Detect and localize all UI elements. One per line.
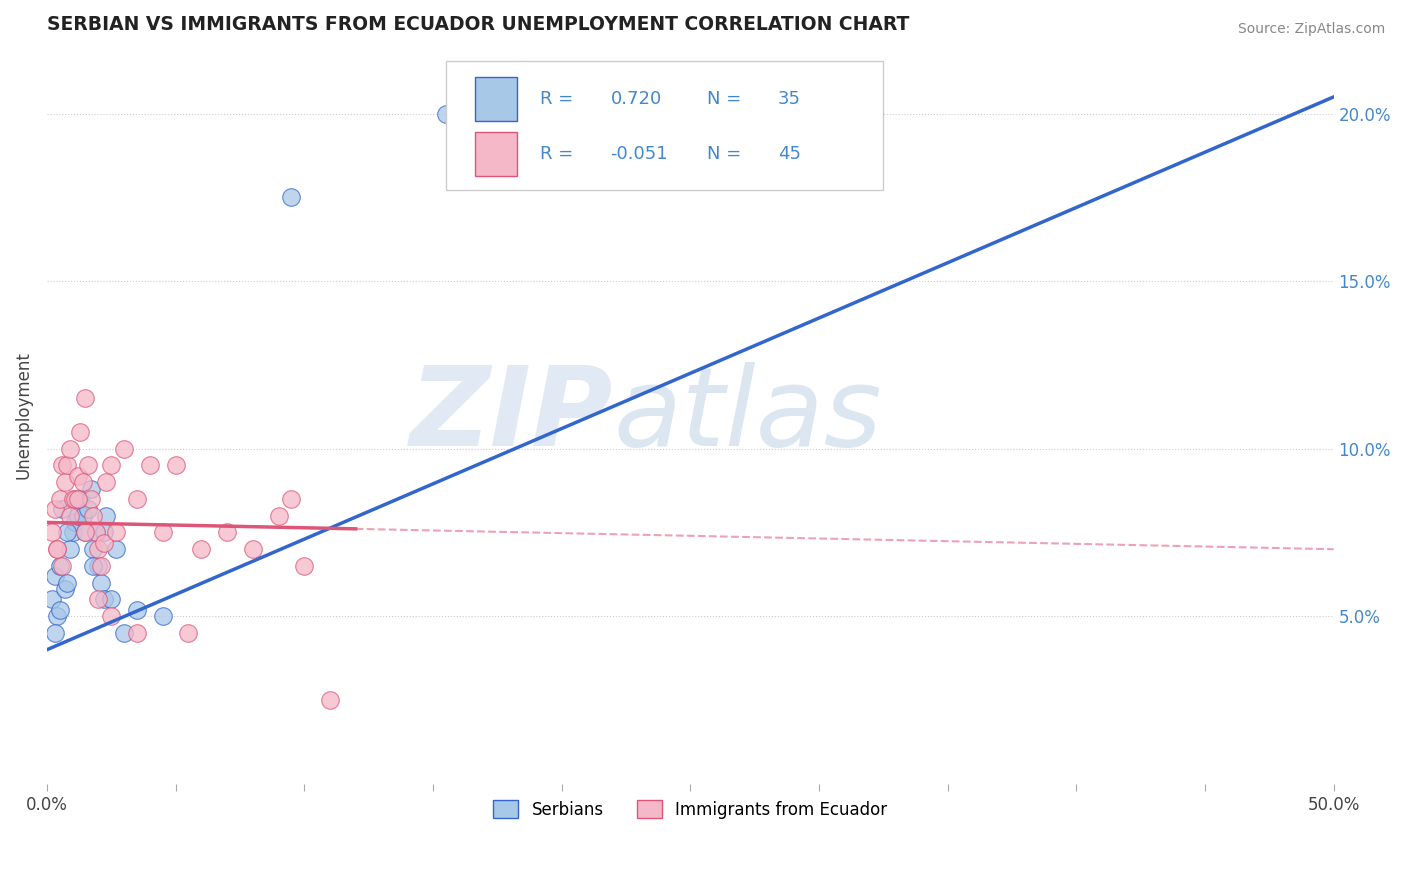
Y-axis label: Unemployment: Unemployment: [15, 351, 32, 479]
Point: [100, 609, 122, 624]
Point: [62, 525, 84, 540]
Point: [77, 502, 100, 516]
Point: [112, 442, 135, 456]
Point: [100, 592, 122, 607]
Point: [87, 592, 110, 607]
Point: [41, 525, 63, 540]
Text: 45: 45: [778, 145, 801, 163]
Point: [90, 575, 112, 590]
Point: [280, 190, 302, 204]
Point: [79, 491, 101, 506]
Point: [79, 482, 101, 496]
Point: [94, 475, 117, 490]
Point: [69, 425, 91, 439]
Point: [93, 535, 115, 549]
Point: [59, 508, 82, 523]
Point: [94, 508, 117, 523]
Point: [75, 525, 97, 540]
Point: [51, 458, 73, 473]
Point: [72, 508, 94, 523]
Point: [66, 491, 89, 506]
Point: [69, 491, 91, 506]
Point: [177, 626, 200, 640]
Text: 0.720: 0.720: [610, 90, 662, 108]
Point: [90, 558, 112, 573]
Point: [125, 626, 148, 640]
Text: -0.051: -0.051: [610, 145, 668, 163]
Point: [46, 542, 69, 557]
Point: [66, 508, 89, 523]
Point: [41, 592, 63, 607]
Point: [267, 508, 290, 523]
Point: [82, 558, 104, 573]
Point: [44, 502, 66, 516]
Text: N =: N =: [707, 145, 747, 163]
Text: ZIP: ZIP: [409, 361, 613, 468]
Point: [53, 582, 76, 597]
Point: [56, 575, 79, 590]
FancyBboxPatch shape: [475, 77, 516, 121]
Point: [49, 558, 72, 573]
Text: R =: R =: [540, 90, 579, 108]
Point: [44, 569, 66, 583]
Text: 35: 35: [778, 90, 801, 108]
Point: [84, 525, 107, 540]
Point: [82, 542, 104, 557]
Point: [112, 626, 135, 640]
Point: [84, 525, 107, 540]
Point: [75, 392, 97, 406]
Point: [105, 525, 128, 540]
Point: [62, 491, 84, 506]
Point: [72, 475, 94, 490]
Point: [49, 491, 72, 506]
Point: [51, 502, 73, 516]
Point: [125, 602, 148, 616]
Point: [93, 592, 115, 607]
Point: [56, 525, 79, 540]
Point: [434, 106, 457, 120]
Text: R =: R =: [540, 145, 579, 163]
Point: [82, 508, 104, 523]
Point: [46, 542, 69, 557]
Point: [125, 491, 148, 506]
FancyBboxPatch shape: [446, 62, 883, 190]
Point: [215, 525, 238, 540]
Point: [152, 525, 174, 540]
Point: [190, 542, 212, 557]
Point: [100, 458, 122, 473]
Point: [49, 602, 72, 616]
Legend: Serbians, Immigrants from Ecuador: Serbians, Immigrants from Ecuador: [485, 792, 896, 827]
Point: [87, 558, 110, 573]
Text: N =: N =: [707, 90, 747, 108]
Point: [59, 542, 82, 557]
Point: [63, 491, 86, 506]
Point: [87, 542, 110, 557]
Point: [46, 609, 69, 624]
Point: [292, 558, 315, 573]
Point: [77, 458, 100, 473]
Point: [165, 458, 187, 473]
Point: [93, 525, 115, 540]
Point: [66, 491, 89, 506]
Point: [63, 516, 86, 530]
Point: [53, 475, 76, 490]
Point: [44, 626, 66, 640]
Point: [75, 525, 97, 540]
FancyBboxPatch shape: [475, 132, 516, 176]
Text: Source: ZipAtlas.com: Source: ZipAtlas.com: [1237, 22, 1385, 37]
Point: [59, 442, 82, 456]
Point: [56, 458, 79, 473]
Text: SERBIAN VS IMMIGRANTS FROM ECUADOR UNEMPLOYMENT CORRELATION CHART: SERBIAN VS IMMIGRANTS FROM ECUADOR UNEMP…: [46, 15, 910, 34]
Point: [319, 693, 342, 707]
Point: [280, 491, 302, 506]
Point: [242, 542, 264, 557]
Point: [139, 458, 162, 473]
Point: [105, 542, 128, 557]
Point: [51, 558, 73, 573]
Text: atlas: atlas: [613, 361, 882, 468]
Point: [152, 609, 174, 624]
Point: [66, 468, 89, 483]
